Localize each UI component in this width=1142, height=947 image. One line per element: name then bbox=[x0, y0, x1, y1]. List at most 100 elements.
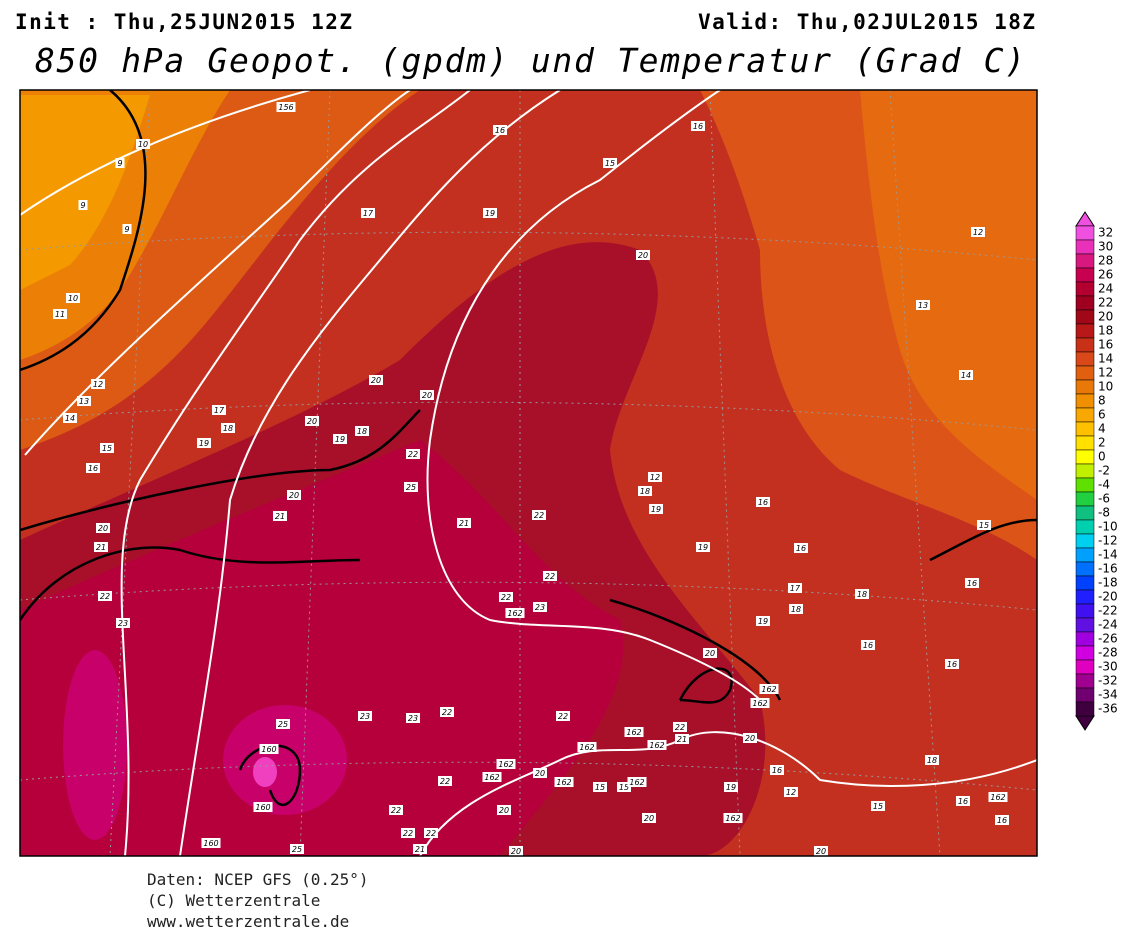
label-box bbox=[355, 426, 369, 436]
label-box bbox=[675, 734, 689, 744]
colorbar-swatch bbox=[1075, 239, 1095, 255]
contour-label: 22 bbox=[100, 592, 110, 601]
colorbar-swatch bbox=[1075, 533, 1095, 549]
label-box bbox=[750, 698, 770, 708]
label-box bbox=[358, 711, 372, 721]
contour-label: 23 bbox=[408, 714, 418, 723]
lat-lon-grid bbox=[20, 90, 1037, 856]
label-box bbox=[532, 510, 546, 520]
label-box bbox=[556, 711, 570, 721]
contour-label: 20 bbox=[422, 391, 432, 400]
contour-label: 16 bbox=[693, 122, 703, 131]
contour-label: 15 bbox=[619, 783, 629, 792]
colorbar-swatch bbox=[1075, 295, 1095, 311]
label-box bbox=[971, 227, 985, 237]
label-box bbox=[977, 520, 991, 530]
colorbar-label: -28 bbox=[1098, 646, 1118, 660]
contour-label: 160 bbox=[261, 745, 276, 754]
colorbar-swatch bbox=[1075, 253, 1095, 269]
colorbar-swatch bbox=[1075, 631, 1095, 647]
contour-label: 17 bbox=[363, 209, 374, 218]
colorbar-label: 18 bbox=[1098, 324, 1113, 338]
colorbar-swatch bbox=[1075, 561, 1095, 577]
contour-label: 20 bbox=[307, 417, 317, 426]
colorbar-swatch bbox=[1075, 435, 1095, 451]
colorbar-label: -4 bbox=[1098, 478, 1110, 492]
label-box bbox=[212, 405, 226, 415]
contour-label: 23 bbox=[118, 619, 128, 628]
contour-label: 20 bbox=[371, 376, 381, 385]
colorbar-label: -2 bbox=[1098, 464, 1110, 478]
label-box bbox=[499, 592, 513, 602]
contour-label: 20 bbox=[499, 806, 509, 815]
label-box bbox=[122, 224, 132, 234]
label-box bbox=[505, 608, 525, 618]
label-box bbox=[724, 782, 738, 792]
contour-label: 162 bbox=[649, 741, 664, 750]
valid-time: Valid: Thu,02JUL2015 18Z bbox=[698, 10, 1035, 34]
contour-label: 19 bbox=[758, 617, 768, 626]
colorbar-label: 20 bbox=[1098, 310, 1113, 324]
contour-label: 15 bbox=[595, 783, 605, 792]
label-box bbox=[794, 543, 808, 553]
contour-label: 22 bbox=[408, 450, 418, 459]
contour-label: 16 bbox=[772, 766, 782, 775]
colorbar-swatch bbox=[1075, 323, 1095, 339]
label-box bbox=[273, 511, 287, 521]
contour-label: 16 bbox=[495, 126, 505, 135]
label-box bbox=[945, 659, 959, 669]
colorbar-swatch bbox=[1075, 575, 1095, 591]
colorbar-swatch bbox=[1075, 491, 1095, 507]
contour-label: 162 bbox=[629, 778, 644, 787]
contour-label: 15 bbox=[873, 802, 883, 811]
contour-label: 20 bbox=[705, 649, 715, 658]
label-box bbox=[988, 792, 1008, 802]
colorbar-swatch bbox=[1075, 505, 1095, 521]
colorbar-label: -8 bbox=[1098, 506, 1110, 520]
contour-label: 162 bbox=[752, 699, 767, 708]
colorbar-swatch bbox=[1075, 645, 1095, 661]
footer-copyright: (C) Wetterzentrale bbox=[147, 891, 320, 910]
label-box bbox=[77, 396, 91, 406]
colorbar-swatch bbox=[1075, 225, 1095, 241]
label-box bbox=[617, 782, 631, 792]
label-box bbox=[287, 490, 301, 500]
contour-label: 19 bbox=[485, 209, 495, 218]
label-box bbox=[116, 618, 130, 628]
contour-label: 162 bbox=[484, 773, 499, 782]
label-box bbox=[361, 208, 375, 218]
temp-area bbox=[20, 95, 150, 290]
contour-label: 18 bbox=[223, 424, 233, 433]
label-box bbox=[86, 463, 100, 473]
colorbar-swatch bbox=[1075, 589, 1095, 605]
label-box bbox=[333, 434, 347, 444]
colorbar-label: 32 bbox=[1098, 226, 1113, 240]
colorbar-label: 14 bbox=[1098, 352, 1113, 366]
label-box bbox=[424, 828, 438, 838]
label-box bbox=[703, 648, 717, 658]
colorbar-label: 26 bbox=[1098, 268, 1113, 282]
colorbar-label: 12 bbox=[1098, 366, 1113, 380]
contour-label: 16 bbox=[967, 579, 977, 588]
contour-label: 18 bbox=[640, 487, 650, 496]
colorbar-swatch bbox=[1075, 701, 1095, 717]
colorbar-label: 24 bbox=[1098, 282, 1113, 296]
colorbar-swatch bbox=[1075, 687, 1095, 703]
label-box bbox=[440, 707, 454, 717]
contour-label: 20 bbox=[638, 251, 648, 260]
label-box bbox=[457, 518, 471, 528]
contour-label: 21 bbox=[459, 519, 469, 528]
contour-label: 14 bbox=[961, 371, 971, 380]
label-box bbox=[94, 542, 108, 552]
label-box bbox=[66, 293, 80, 303]
contour-label: 23 bbox=[535, 603, 545, 612]
contour-label: 16 bbox=[796, 544, 806, 553]
label-box bbox=[533, 768, 547, 778]
colorbar-label: 4 bbox=[1098, 422, 1106, 436]
contour-label: 18 bbox=[857, 590, 867, 599]
contour-label: 9 bbox=[124, 225, 129, 234]
colorbar-swatch bbox=[1075, 393, 1095, 409]
contour-label: 23 bbox=[360, 712, 370, 721]
